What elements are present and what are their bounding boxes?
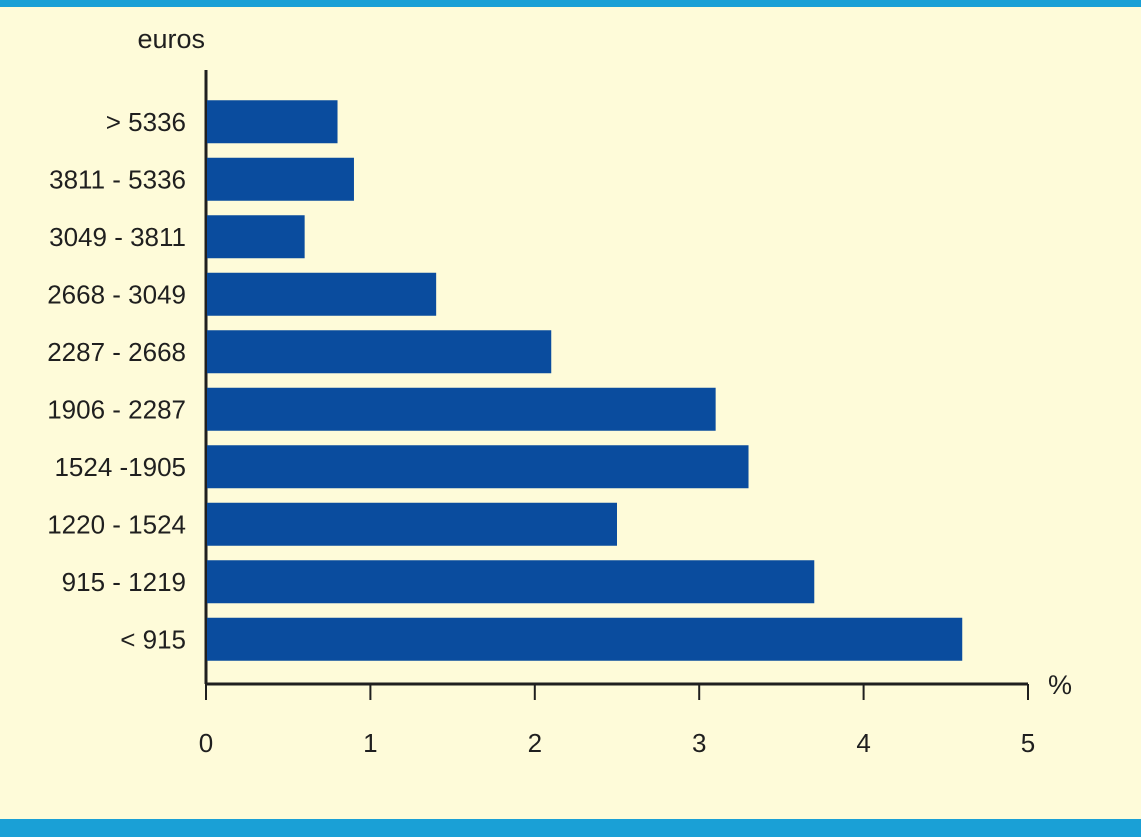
category-label-3: 2668 - 3049: [47, 279, 186, 309]
x-tick-label-1: 1: [363, 728, 377, 758]
x-ticks-group: 0 1 2 3 4 5: [199, 684, 1035, 758]
category-label-7: 1220 - 1524: [47, 509, 186, 539]
bar-3: [207, 272, 437, 316]
bar-7: [207, 502, 617, 546]
category-label-0: > 5336: [106, 107, 186, 137]
bar-9: [207, 617, 963, 661]
bottom-border-bar: [0, 819, 1141, 837]
bar-4: [207, 330, 552, 374]
category-label-2: 3049 - 3811: [49, 222, 186, 252]
category-label-8: 915 - 1219: [62, 567, 186, 597]
category-label-4: 2287 - 2668: [47, 337, 186, 367]
category-label-1: 3811 - 5336: [49, 164, 186, 194]
bar-0: [207, 100, 338, 144]
bar-2: [207, 215, 305, 259]
top-border-bar: [0, 0, 1141, 7]
bar-5: [207, 387, 716, 431]
x-tick-label-5: 5: [1021, 728, 1035, 758]
bar-1: [207, 157, 354, 201]
category-labels-group: > 5336 3811 - 5336 3049 - 3811 2668 - 3049 2…: [47, 107, 186, 655]
x-tick-label-4: 4: [856, 728, 870, 758]
category-label-5: 1906 - 2287: [47, 394, 186, 424]
y-axis-title: euros: [137, 24, 205, 54]
x-tick-label-0: 0: [199, 728, 213, 758]
category-label-9: < 915: [120, 624, 186, 654]
x-axis-title: %: [1048, 670, 1072, 700]
x-tick-label-3: 3: [692, 728, 706, 758]
category-label-6: 1524 -1905: [54, 452, 186, 482]
bars-group: [207, 100, 963, 661]
bar-8: [207, 560, 815, 604]
x-tick-label-2: 2: [528, 728, 542, 758]
bar-6: [207, 445, 749, 489]
